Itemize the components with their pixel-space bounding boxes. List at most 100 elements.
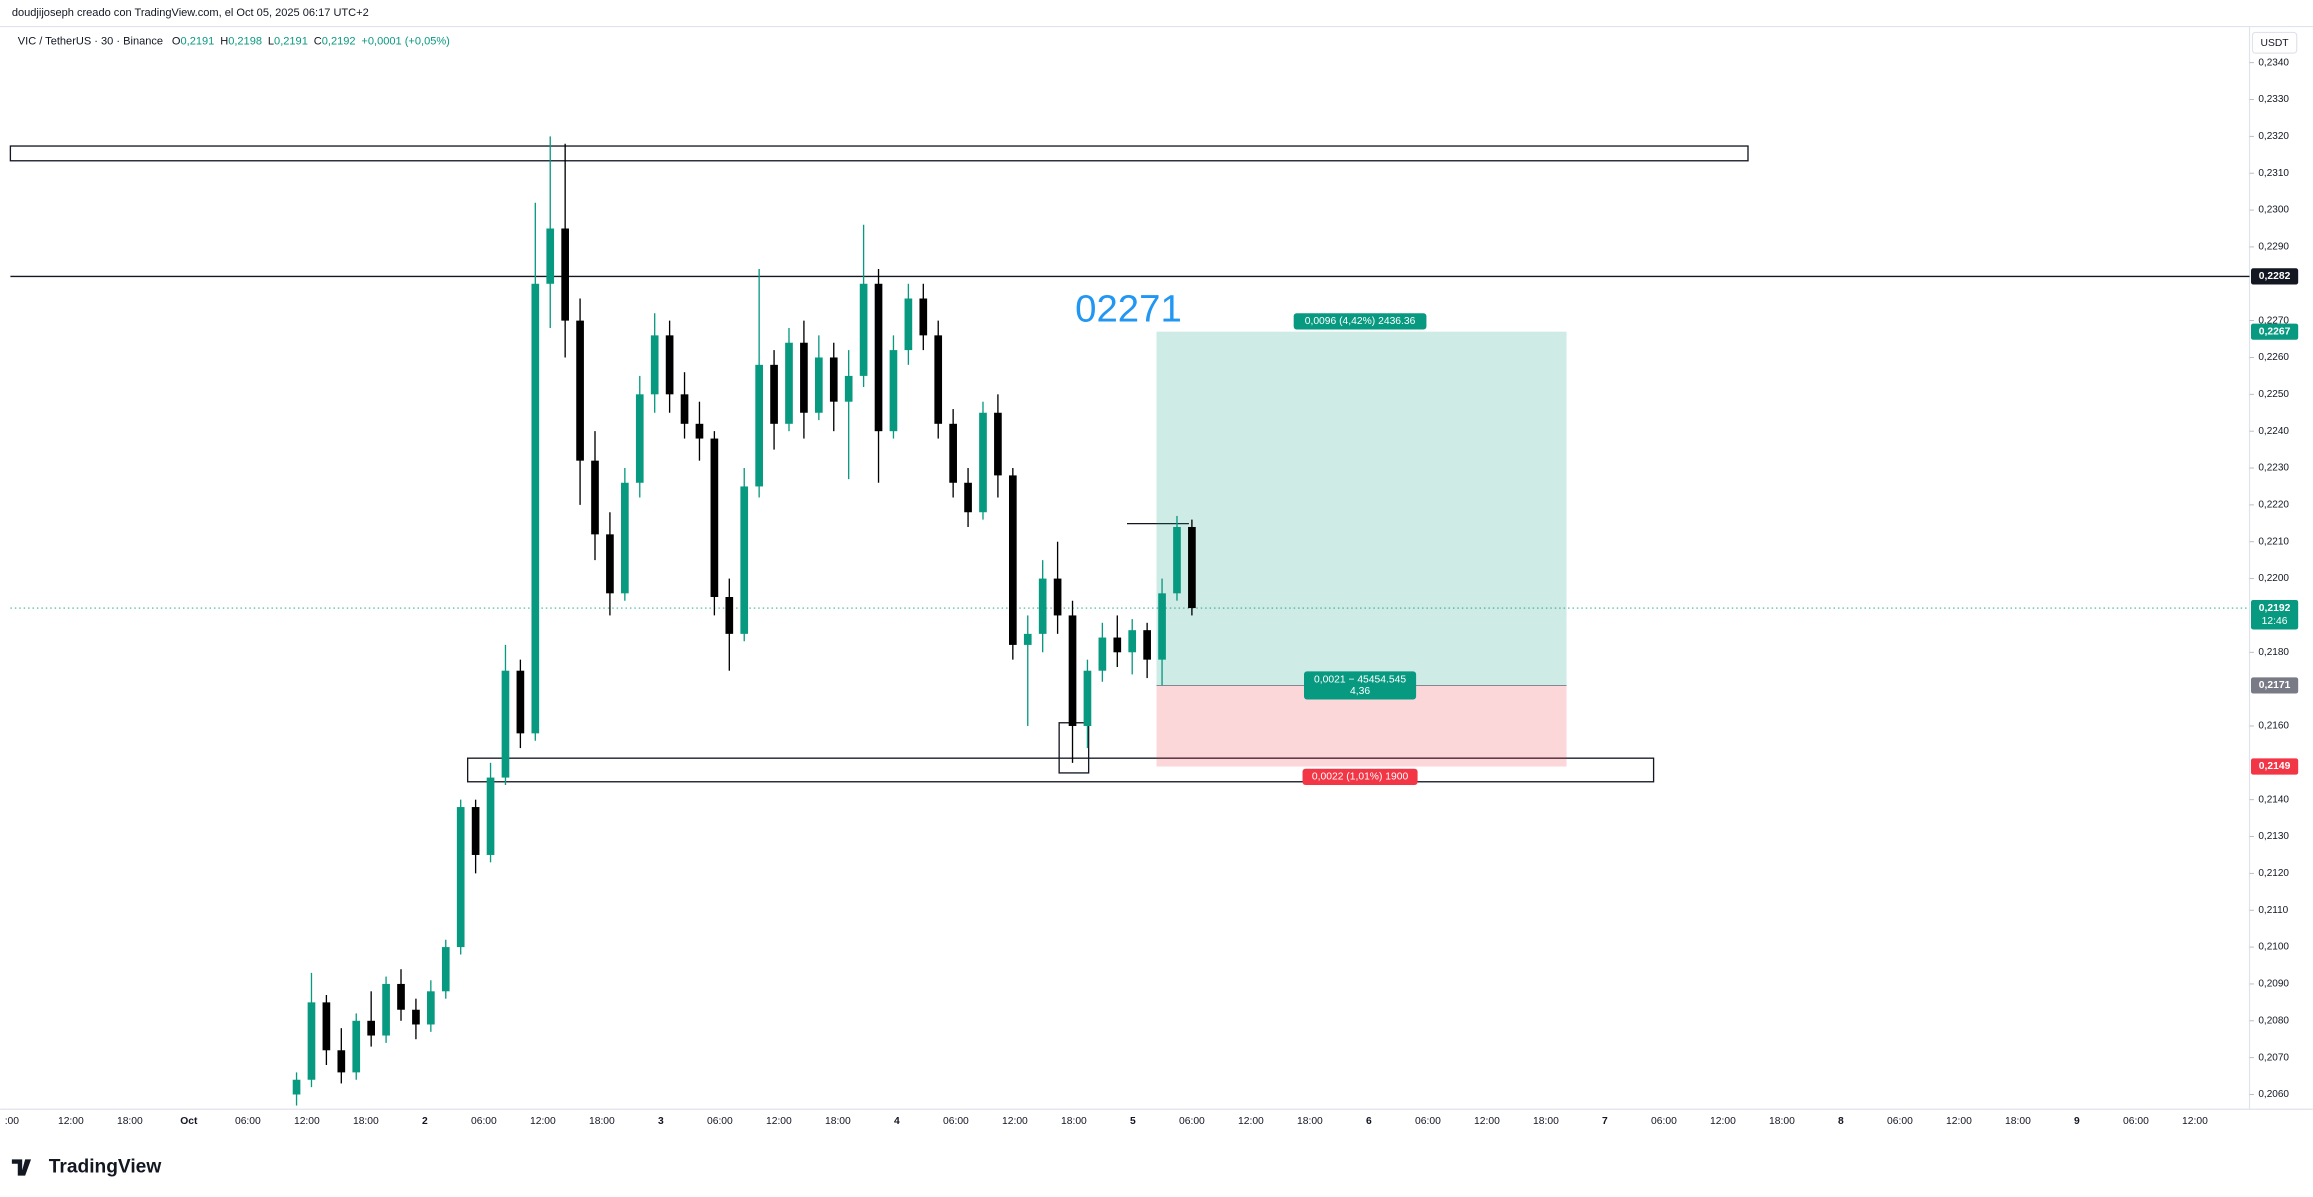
- candle-body: [979, 412, 987, 513]
- candle-body: [904, 298, 913, 351]
- candle-body: [665, 335, 674, 395]
- legend-text: +0,0001 (+0,05%): [361, 35, 449, 47]
- x-tick-label: 18:00: [2005, 1116, 2031, 1127]
- y-tick-label: 0,2250: [2258, 389, 2289, 400]
- candle-body: [815, 357, 823, 413]
- x-tick-label: 18:00: [825, 1116, 851, 1127]
- legend-text: 0,2198: [228, 35, 262, 47]
- candle-body: [934, 335, 943, 424]
- currency-box[interactable]: [2251, 31, 2298, 54]
- candle-body: [770, 364, 778, 424]
- price-badge-label: 0,2171: [2259, 680, 2291, 691]
- x-tick-label: 12:00: [1474, 1116, 1500, 1127]
- zone-rectangle[interactable]: [9, 145, 1749, 162]
- y-tick-label: 0,2220: [2258, 500, 2289, 511]
- y-tick-label: 0,2120: [2258, 868, 2289, 879]
- x-tick-label: 18:00: [1533, 1116, 1559, 1127]
- candle-body: [1098, 637, 1107, 671]
- candle-body: [740, 486, 749, 634]
- y-tick-label: 0,2130: [2258, 831, 2289, 842]
- candle-body: [486, 777, 495, 855]
- candle-body: [427, 991, 435, 1025]
- candle-body: [874, 283, 883, 432]
- candle-body: [337, 1050, 346, 1073]
- candle-body: [710, 438, 719, 598]
- y-tick-label: 0,2330: [2258, 94, 2289, 105]
- logo-icon: [11, 1159, 32, 1176]
- y-tick-label: 0,2110: [2258, 905, 2288, 916]
- x-tick-label: 12:00: [530, 1116, 556, 1127]
- candle-body: [844, 375, 853, 402]
- candle-body: [755, 364, 763, 487]
- candle-body: [994, 412, 1002, 476]
- candle-body: [1128, 630, 1137, 653]
- legend-text: 0,2191: [274, 35, 308, 47]
- candle-body: [949, 423, 957, 483]
- candle-body: [501, 670, 510, 778]
- candle-body: [307, 1002, 316, 1080]
- price-badge-label: 0,2149: [2259, 761, 2291, 772]
- candle-body: [725, 597, 734, 634]
- y-tick-label: 0,2300: [2258, 205, 2289, 216]
- price-badge: [2250, 323, 2299, 340]
- entry-label: 0,0021 − 45454.545: [1314, 674, 1406, 685]
- x-tick-label: 18:00: [1297, 1116, 1323, 1127]
- y-tick-label: 0,2180: [2258, 647, 2289, 658]
- candle-body: [561, 228, 569, 321]
- zone-rectangle[interactable]: [466, 757, 1655, 783]
- x-tick-label: 06:00: [943, 1116, 969, 1127]
- x-tick-label: 12:00: [58, 1116, 84, 1127]
- x-tick-label: 12:00: [1238, 1116, 1264, 1127]
- x-tick-label: 06:00: [471, 1116, 497, 1127]
- target-label: 0,0096 (4,42%) 2436.36: [1305, 316, 1416, 327]
- x-tick-label: 8: [1838, 1116, 1844, 1127]
- candle-body: [650, 335, 659, 395]
- annotation: 02271: [1075, 287, 1182, 330]
- candle-body: [1038, 578, 1047, 634]
- candle-body: [1113, 637, 1122, 653]
- x-tick-label: 12:00: [1710, 1116, 1736, 1127]
- candle-body: [964, 482, 972, 513]
- candle-body: [397, 983, 405, 1010]
- stop-label: 0,0022 (1,01%) 1900: [1312, 772, 1409, 783]
- x-tick-label: 18:00: [1061, 1116, 1087, 1127]
- y-tick-label: 0,2340: [2258, 57, 2289, 68]
- candle-body: [322, 1002, 331, 1051]
- candle-body: [456, 807, 465, 948]
- x-tick-label: 9: [2074, 1116, 2080, 1127]
- x-tick-label: Oct: [180, 1116, 198, 1127]
- price-badge-label: 0,2282: [2259, 271, 2291, 282]
- author-line: doudjijoseph creado con TradingView.com,…: [12, 7, 369, 19]
- x-tick-label: 18:00: [353, 1116, 379, 1127]
- x-tick-label: 06:00: [2123, 1116, 2149, 1127]
- candle-body: [441, 947, 450, 992]
- y-tick-label: 0,2140: [2258, 794, 2289, 805]
- y-tick-label: 0,2310: [2258, 168, 2289, 179]
- legend-text: 0,2192: [322, 35, 356, 47]
- candle-body: [621, 482, 629, 594]
- candle-body: [635, 394, 644, 483]
- candle-body: [531, 283, 540, 734]
- candle-body: [1083, 670, 1092, 726]
- candle-body: [889, 350, 898, 432]
- symbol-legend: VIC / TetherUS · 30 · Binance O0,2191 H0,2…: [18, 35, 450, 47]
- candle-body: [800, 342, 808, 413]
- legend-text: H: [220, 35, 228, 47]
- x-tick-label: 2: [422, 1116, 428, 1127]
- x-tick-label: 18:00: [117, 1116, 143, 1127]
- legend-text: C: [314, 35, 322, 47]
- legend-text: O: [172, 35, 181, 47]
- x-tick-label: 06:00: [1651, 1116, 1677, 1127]
- tradingview-logo[interactable]: TradingView: [11, 1157, 161, 1178]
- y-tick-label: 0,2090: [2258, 979, 2289, 990]
- candle-body: [1158, 593, 1166, 660]
- candle-body: [1023, 633, 1032, 645]
- price-badge-time: 12:46: [2262, 616, 2288, 627]
- candle-body: [829, 357, 838, 402]
- y-tick-label: 0,2060: [2258, 1089, 2289, 1100]
- x-tick-label: 06:00: [1415, 1116, 1441, 1127]
- candle-body: [516, 670, 525, 734]
- candle-body: [695, 423, 704, 439]
